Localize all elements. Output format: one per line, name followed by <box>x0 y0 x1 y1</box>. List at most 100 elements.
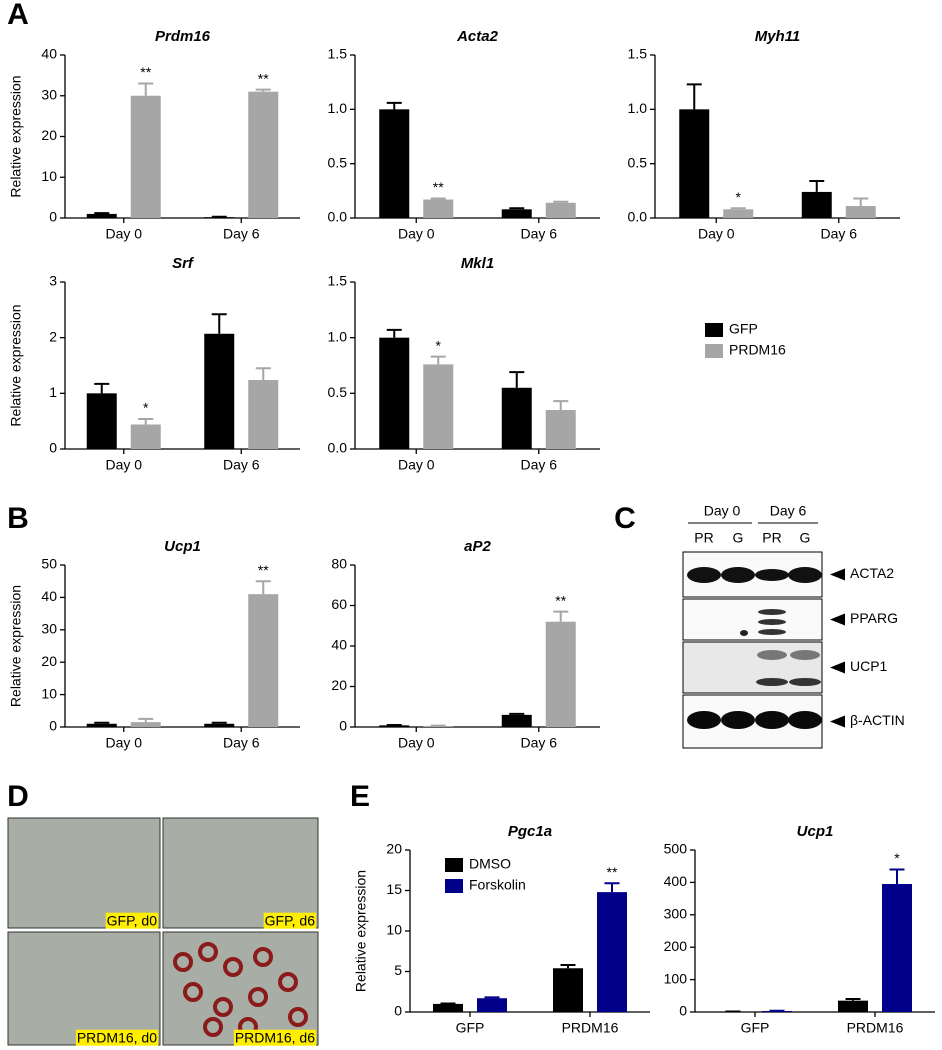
significance: * <box>143 400 149 416</box>
band <box>687 567 721 583</box>
significance: * <box>736 189 742 205</box>
bar <box>379 725 410 727</box>
band <box>789 678 821 686</box>
chart-title: Myh11 <box>755 28 801 45</box>
panel-label: E <box>350 780 370 813</box>
chart-title: Ucp1 <box>164 538 201 555</box>
y-tick-label: 0 <box>679 1003 687 1019</box>
legend-swatch <box>705 344 723 358</box>
band <box>758 619 786 625</box>
y-tick-label: 5 <box>394 962 402 978</box>
x-tick-label: Day 0 <box>698 226 735 242</box>
bar <box>204 723 235 727</box>
x-tick-label: Day 0 <box>105 226 142 242</box>
micrograph-label-bg <box>233 1029 317 1046</box>
y-tick-label: 20 <box>331 677 347 693</box>
stained-cell <box>248 987 268 1007</box>
bar <box>204 333 235 449</box>
y-tick-label: 30 <box>41 621 57 637</box>
bar <box>130 424 161 449</box>
y-tick-label: 300 <box>664 906 688 922</box>
x-tick-label: Day 0 <box>105 457 142 473</box>
error-bar <box>430 355 446 365</box>
bar <box>501 387 532 449</box>
blot-lane: G <box>800 530 811 546</box>
chart-title: Mkl1 <box>461 255 494 272</box>
x-tick-label: PRDM16 <box>847 1020 904 1036</box>
y-tick-label: 20 <box>41 653 57 669</box>
x-tick-label: Day 0 <box>105 735 142 751</box>
x-tick-label: Day 0 <box>398 735 435 751</box>
y-tick-label: 0.5 <box>328 154 348 170</box>
bar <box>423 364 454 449</box>
y-tick-label: 10 <box>386 922 402 938</box>
y-tick-label: 0 <box>339 718 347 734</box>
significance: ** <box>607 864 618 880</box>
error-bar <box>430 197 446 200</box>
y-tick-label: 1.5 <box>628 46 648 62</box>
band <box>756 678 788 686</box>
error-bar <box>730 207 746 210</box>
y-tick-label: 50 <box>41 556 57 572</box>
bar <box>248 91 279 218</box>
blot-lane: G <box>733 530 744 546</box>
stained-cell <box>198 942 218 962</box>
bar <box>86 393 117 449</box>
error-bar <box>138 717 154 723</box>
band <box>790 650 820 660</box>
error-bar <box>809 180 825 192</box>
y-tick-label: 30 <box>41 86 57 102</box>
y-tick-label: 0.0 <box>328 440 348 456</box>
x-tick-label: Day 6 <box>223 735 260 751</box>
band <box>788 711 822 729</box>
bar <box>501 209 532 218</box>
bar <box>477 998 507 1012</box>
chart-title: Acta2 <box>456 28 499 45</box>
error-bar <box>94 721 110 724</box>
band <box>757 650 787 660</box>
error-bar <box>386 328 402 338</box>
y-tick-label: 1.0 <box>328 100 348 116</box>
stained-cell <box>213 997 233 1017</box>
chart-title: aP2 <box>464 538 491 555</box>
error-bar <box>604 882 620 893</box>
stained-cell <box>173 952 193 972</box>
error-bar <box>138 417 154 425</box>
significance: ** <box>258 562 269 578</box>
band <box>788 567 822 583</box>
error-bar <box>94 382 110 394</box>
error-bar <box>560 964 576 969</box>
legend-label: Forskolin <box>469 877 526 893</box>
y-tick-label: 0.0 <box>328 209 348 225</box>
y-tick-label: 40 <box>331 637 347 653</box>
micrograph-label: PRDM16, d6 <box>235 1030 315 1046</box>
x-tick-label: Day 6 <box>520 226 557 242</box>
legend-swatch <box>445 879 463 893</box>
y-tick-label: 10 <box>41 685 57 701</box>
y-tick-label: 1.5 <box>328 273 348 289</box>
error-bar <box>255 580 271 595</box>
significance: ** <box>433 179 444 195</box>
chart-title: Prdm16 <box>155 28 211 45</box>
error-bar <box>553 200 569 203</box>
stained-cell <box>253 947 273 967</box>
blot-lane: PR <box>762 530 781 546</box>
y-tick-label: 80 <box>331 556 347 572</box>
bar <box>723 209 754 218</box>
significance: ** <box>140 64 151 80</box>
bar <box>433 1003 463 1012</box>
significance: ** <box>555 592 566 608</box>
bar <box>545 621 576 727</box>
y-tick-label: 0 <box>49 718 57 734</box>
y-tick-label: 400 <box>664 873 688 889</box>
bar <box>86 723 117 727</box>
bar <box>553 968 583 1012</box>
y-tick-label: 500 <box>664 841 688 857</box>
bar <box>423 199 454 218</box>
y-tick-label: 200 <box>664 938 688 954</box>
y-tick-label: 1.0 <box>628 100 648 116</box>
blot-protein: β-ACTIN <box>850 712 905 728</box>
chart-title: Ucp1 <box>797 823 834 840</box>
y-axis-label: Relative expression <box>353 870 369 992</box>
micrograph-label-bg <box>263 912 317 929</box>
